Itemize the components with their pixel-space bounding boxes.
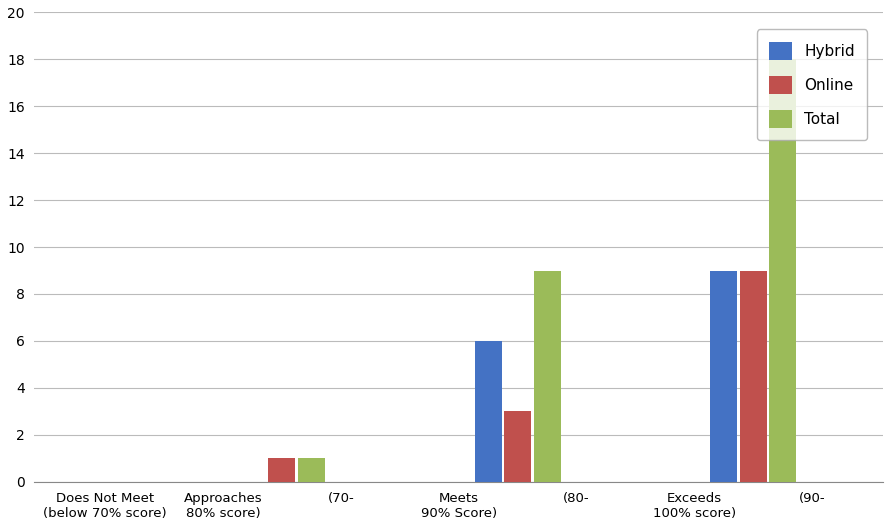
Bar [269,458,295,482]
Bar [534,270,561,482]
Bar [474,341,502,482]
Bar [710,270,738,482]
Legend: Hybrid, Online, Total: Hybrid, Online, Total [756,30,867,140]
Bar [298,458,325,482]
Bar [504,411,531,482]
Bar [769,60,797,482]
Bar [740,270,767,482]
